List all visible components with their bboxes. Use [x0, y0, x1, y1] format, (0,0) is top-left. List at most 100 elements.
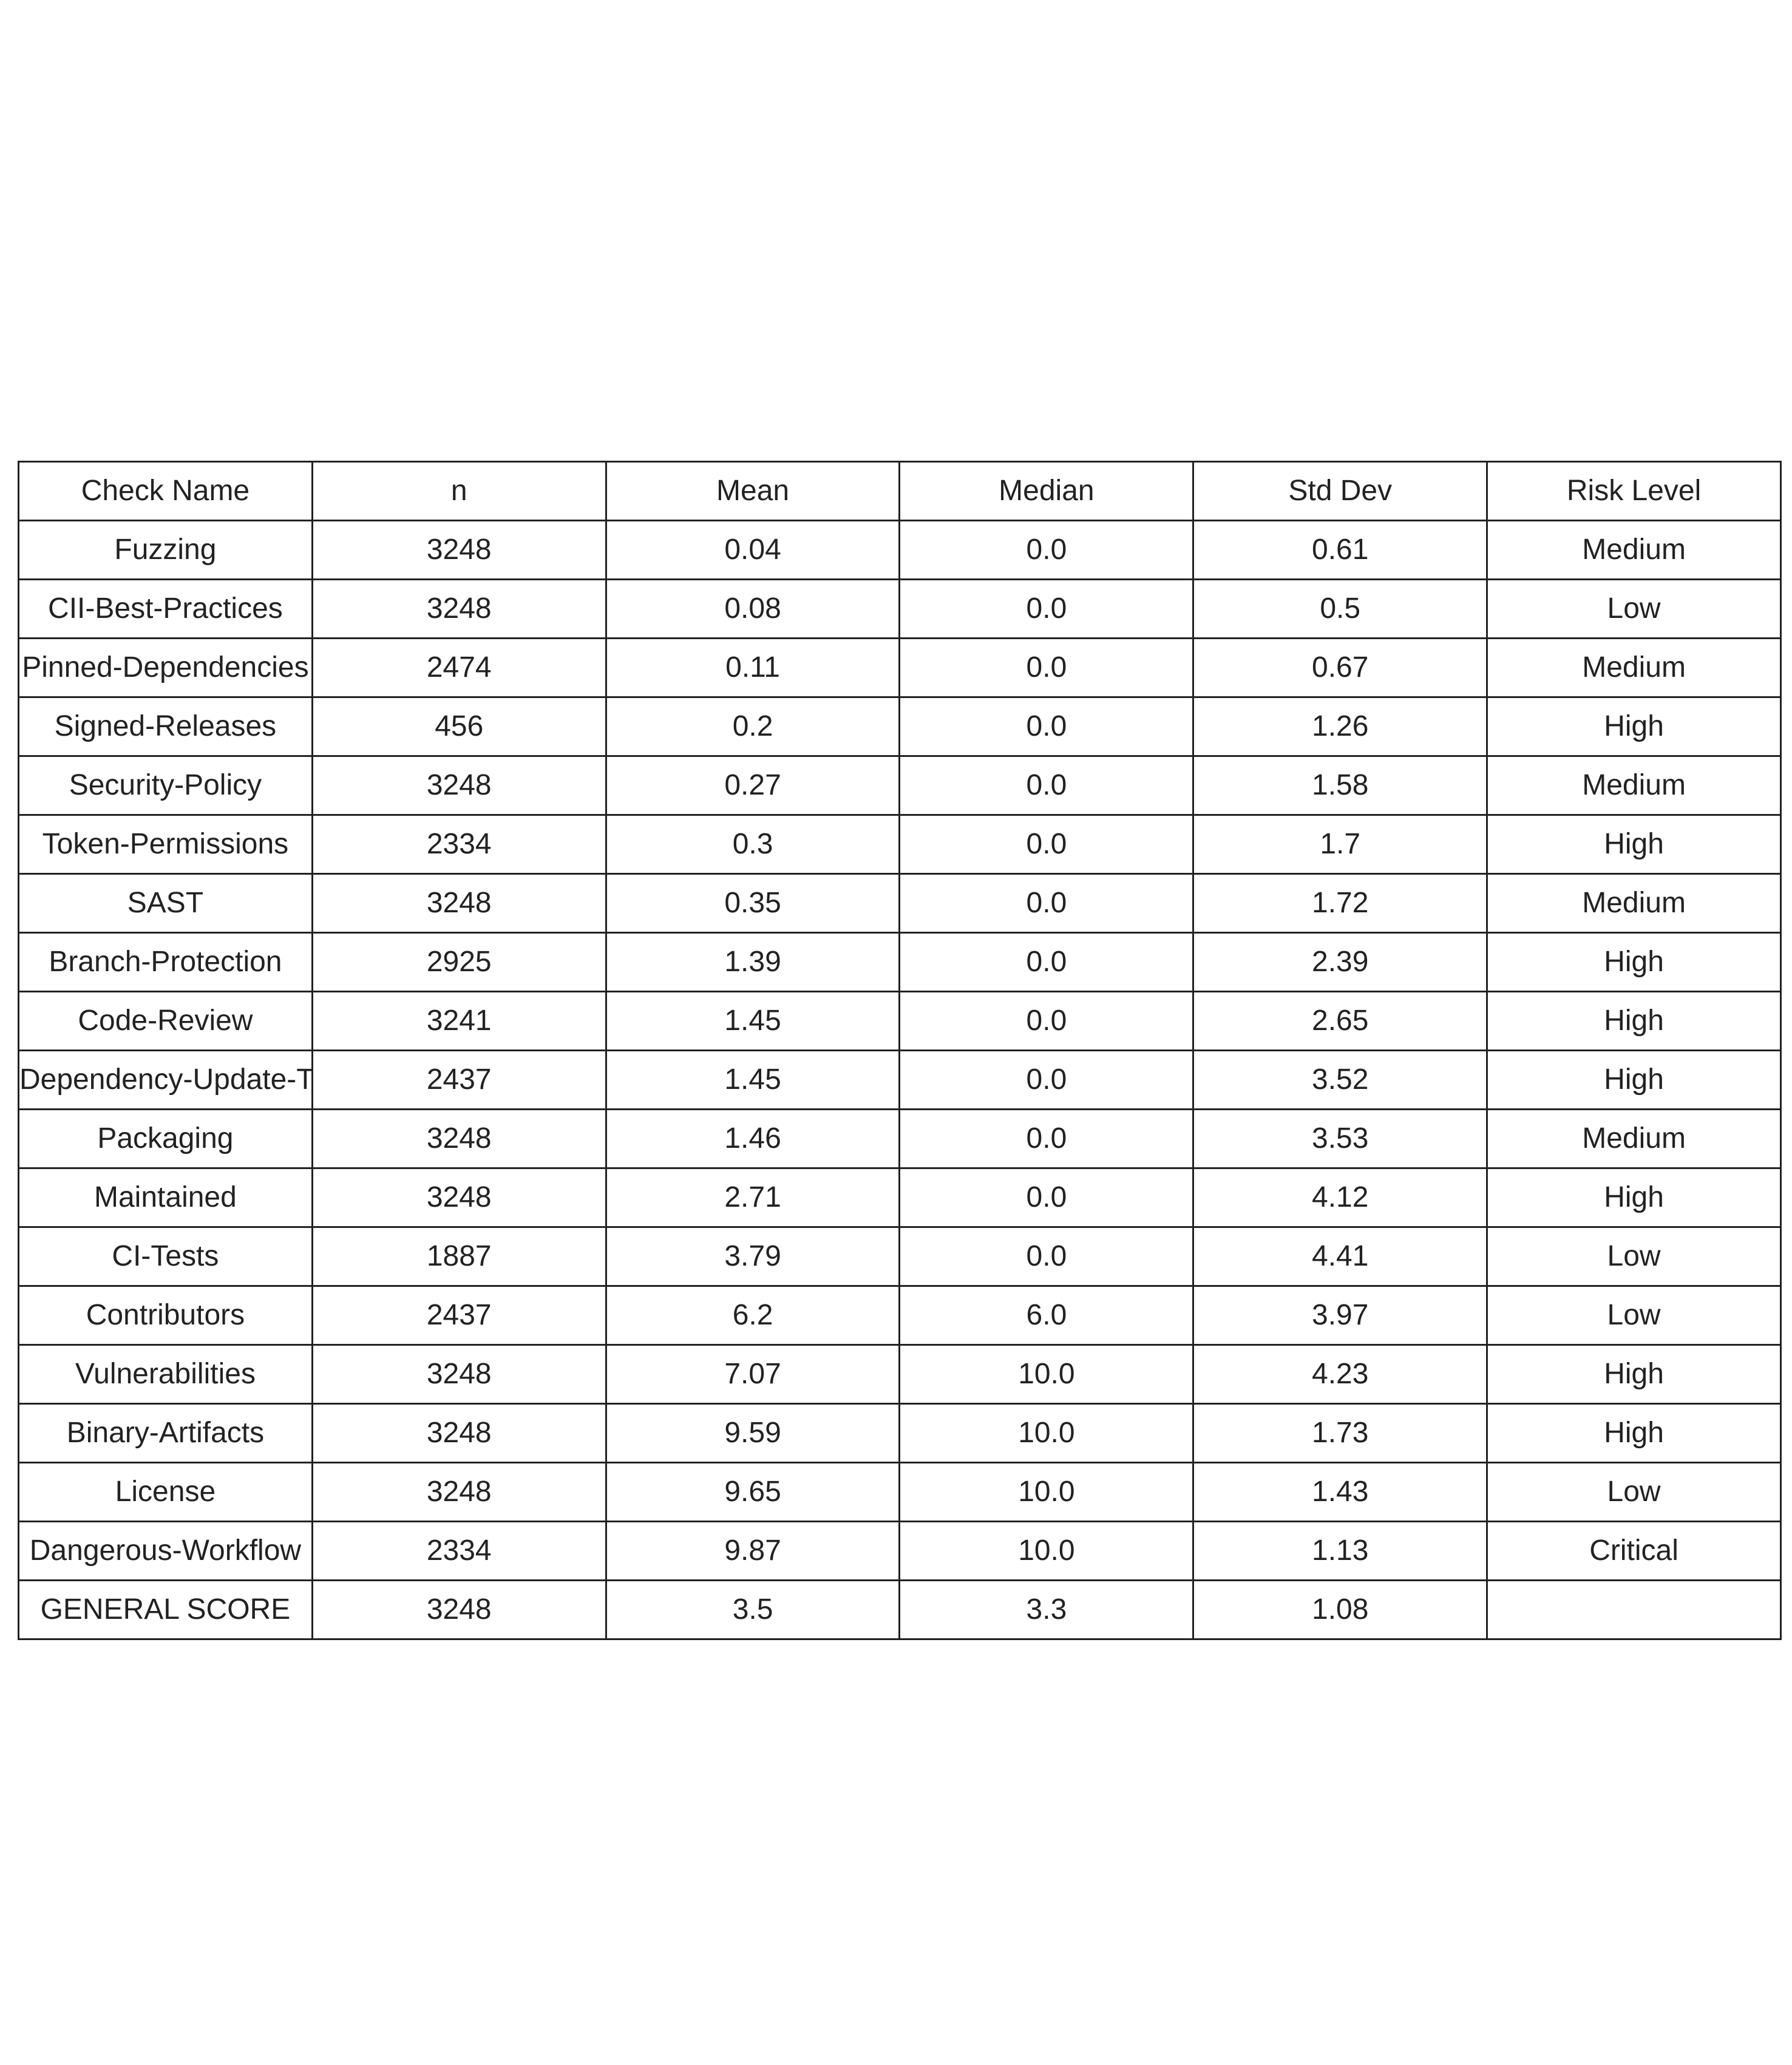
- n-cell: 3248: [311, 873, 607, 934]
- table-row: SAST 3248 0.35 0.0 1.72 Medium: [18, 873, 1782, 934]
- std-dev-cell: 0.61: [1192, 520, 1488, 580]
- risk-level-cell: Medium: [1486, 755, 1782, 816]
- header-check-name: Check Name: [18, 461, 313, 521]
- median-cell: 0.0: [898, 637, 1195, 698]
- median-cell: 0.0: [898, 696, 1195, 757]
- table-body: Fuzzing 3248 0.04 0.0 0.61 Medium CII-Best-Pra…: [18, 520, 1782, 1640]
- n-cell: 2474: [311, 637, 607, 698]
- n-cell: 2437: [311, 1285, 607, 1346]
- risk-level-cell: High: [1486, 1167, 1782, 1228]
- table-row: Dependency-Update-To 2437 1.45 0.0 3.52 High: [18, 1049, 1782, 1110]
- table-row: Branch-Protection 2925 1.39 0.0 2.39 High: [18, 932, 1782, 992]
- std-dev-cell: 3.52: [1192, 1049, 1488, 1110]
- mean-cell: 0.2: [605, 696, 901, 757]
- median-cell: 0.0: [898, 1108, 1195, 1169]
- std-dev-cell: 4.41: [1192, 1226, 1488, 1287]
- median-cell: 10.0: [898, 1521, 1195, 1581]
- risk-level-cell: Medium: [1486, 520, 1782, 580]
- n-cell: 2925: [311, 932, 607, 992]
- risk-level-cell: Low: [1486, 578, 1782, 639]
- n-cell: 3248: [311, 755, 607, 816]
- mean-cell: 0.27: [605, 755, 901, 816]
- n-cell: 3248: [311, 1344, 607, 1405]
- std-dev-cell: 4.23: [1192, 1344, 1488, 1405]
- header-n: n: [311, 461, 607, 521]
- n-cell: 456: [311, 696, 607, 757]
- median-cell: 0.0: [898, 1167, 1195, 1228]
- std-dev-cell: 1.43: [1192, 1462, 1488, 1522]
- std-dev-cell: 1.58: [1192, 755, 1488, 816]
- mean-cell: 9.87: [605, 1521, 901, 1581]
- mean-cell: 3.5: [605, 1579, 901, 1640]
- risk-level-cell: High: [1486, 814, 1782, 875]
- risk-level-cell: Low: [1486, 1285, 1782, 1346]
- check-name-cell: Signed-Releases: [18, 696, 313, 757]
- risk-level-cell: Critical: [1486, 1521, 1782, 1581]
- mean-cell: 1.45: [605, 1049, 901, 1110]
- n-cell: 3248: [311, 1403, 607, 1463]
- header-risk-level: Risk Level: [1486, 461, 1782, 521]
- median-cell: 0.0: [898, 1226, 1195, 1287]
- table-row: Code-Review 3241 1.45 0.0 2.65 High: [18, 991, 1782, 1051]
- risk-level-cell: [1486, 1579, 1782, 1640]
- table-row: Fuzzing 3248 0.04 0.0 0.61 Medium: [18, 520, 1782, 580]
- median-cell: 10.0: [898, 1344, 1195, 1405]
- check-name-cell: GENERAL SCORE: [18, 1579, 313, 1640]
- check-name-cell: Contributors: [18, 1285, 313, 1346]
- n-cell: 2334: [311, 814, 607, 875]
- table-row: Contributors 2437 6.2 6.0 3.97 Low: [18, 1285, 1782, 1346]
- mean-cell: 0.35: [605, 873, 901, 934]
- std-dev-cell: 1.08: [1192, 1579, 1488, 1640]
- check-name-cell: Security-Policy: [18, 755, 313, 816]
- std-dev-cell: 0.5: [1192, 578, 1488, 639]
- table-row: Pinned-Dependencies 2474 0.11 0.0 0.67 Medium: [18, 637, 1782, 698]
- n-cell: 2334: [311, 1521, 607, 1581]
- risk-level-cell: Medium: [1486, 1108, 1782, 1169]
- std-dev-cell: 2.39: [1192, 932, 1488, 992]
- n-cell: 1887: [311, 1226, 607, 1287]
- median-cell: 3.3: [898, 1579, 1195, 1640]
- mean-cell: 0.11: [605, 637, 901, 698]
- median-cell: 0.0: [898, 991, 1195, 1051]
- statistics-table-figure: Check Name n Mean Median Std Dev Risk Le…: [18, 461, 1782, 1640]
- std-dev-cell: 1.7: [1192, 814, 1488, 875]
- table-row: License 3248 9.65 10.0 1.43 Low: [18, 1462, 1782, 1522]
- table-header: Check Name n Mean Median Std Dev Risk Le…: [18, 461, 1782, 521]
- std-dev-cell: 0.67: [1192, 637, 1488, 698]
- table-row: GENERAL SCORE 3248 3.5 3.3 1.08: [18, 1579, 1782, 1640]
- risk-level-cell: Medium: [1486, 637, 1782, 698]
- check-name-cell: Maintained: [18, 1167, 313, 1228]
- median-cell: 10.0: [898, 1462, 1195, 1522]
- std-dev-cell: 3.97: [1192, 1285, 1488, 1346]
- median-cell: 0.0: [898, 578, 1195, 639]
- table-row: Security-Policy 3248 0.27 0.0 1.58 Medium: [18, 755, 1782, 816]
- median-cell: 0.0: [898, 873, 1195, 934]
- median-cell: 0.0: [898, 932, 1195, 992]
- header-std-dev: Std Dev: [1192, 461, 1488, 521]
- check-name-cell: Fuzzing: [18, 520, 313, 580]
- table-row: Binary-Artifacts 3248 9.59 10.0 1.73 High: [18, 1403, 1782, 1463]
- table-row: Vulnerabilities 3248 7.07 10.0 4.23 High: [18, 1344, 1782, 1405]
- std-dev-cell: 2.65: [1192, 991, 1488, 1051]
- median-cell: 0.0: [898, 1049, 1195, 1110]
- mean-cell: 3.79: [605, 1226, 901, 1287]
- table-row: Packaging 3248 1.46 0.0 3.53 Medium: [18, 1108, 1782, 1169]
- header-mean: Mean: [605, 461, 901, 521]
- n-cell: 2437: [311, 1049, 607, 1110]
- std-dev-cell: 3.53: [1192, 1108, 1488, 1169]
- mean-cell: 1.46: [605, 1108, 901, 1169]
- check-name-cell: Dependency-Update-To: [18, 1049, 313, 1110]
- risk-level-cell: High: [1486, 696, 1782, 757]
- risk-level-cell: High: [1486, 1403, 1782, 1463]
- n-cell: 3248: [311, 1579, 607, 1640]
- check-statistics-table: Check Name n Mean Median Std Dev Risk Le…: [18, 461, 1782, 1640]
- check-name-cell: Dangerous-Workflow: [18, 1521, 313, 1581]
- n-cell: 3248: [311, 1167, 607, 1228]
- n-cell: 3248: [311, 1462, 607, 1522]
- std-dev-cell: 4.12: [1192, 1167, 1488, 1228]
- table-row: Signed-Releases 456 0.2 0.0 1.26 High: [18, 696, 1782, 757]
- median-cell: 0.0: [898, 520, 1195, 580]
- mean-cell: 2.71: [605, 1167, 901, 1228]
- header-median: Median: [898, 461, 1195, 521]
- n-cell: 3241: [311, 991, 607, 1051]
